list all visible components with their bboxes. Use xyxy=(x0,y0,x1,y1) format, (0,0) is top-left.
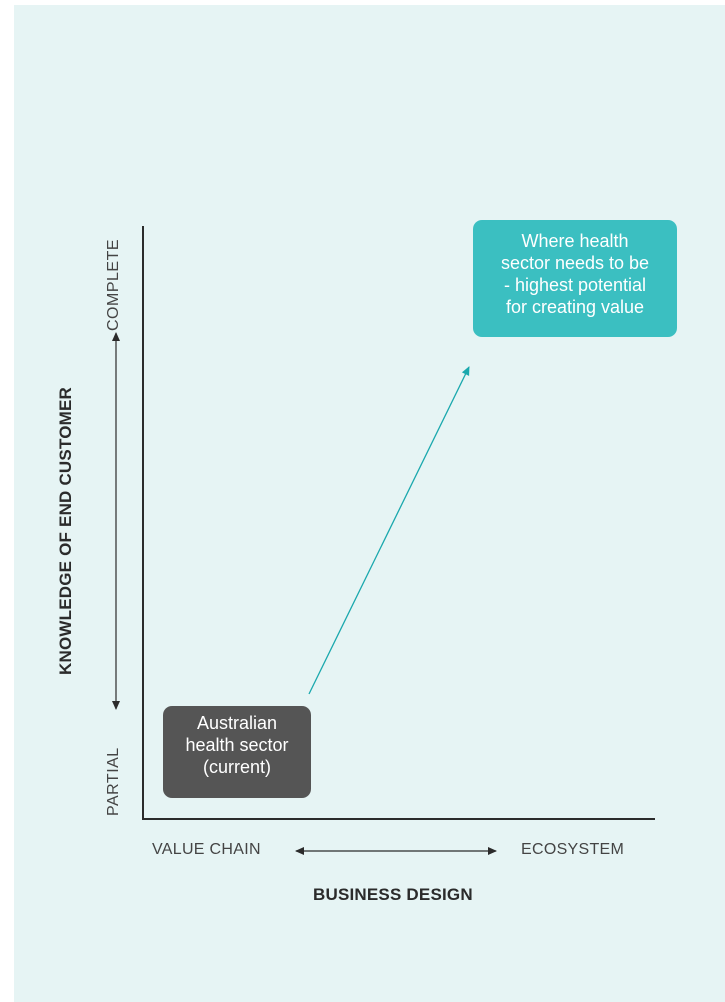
x-axis-low-label: VALUE CHAIN xyxy=(152,841,261,858)
current-box-line: health sector xyxy=(185,735,289,755)
current-box-line: Australian xyxy=(196,713,278,733)
target-box-line: - highest potential xyxy=(503,275,647,295)
y-axis-title: KNOWLEDGE OF END CUSTOMER xyxy=(56,386,75,675)
target-box-line: for creating value xyxy=(505,297,645,317)
current-box-line: (current) xyxy=(202,757,271,777)
x-axis-title: BUSINESS DESIGN xyxy=(313,885,473,904)
target-box-line: sector needs to be xyxy=(500,253,650,273)
x-axis-high-label: ECOSYSTEM xyxy=(521,841,625,858)
progression-arrow xyxy=(308,366,470,695)
y-axis-low-label: PARTIAL xyxy=(105,747,122,816)
y-axis-high-label: COMPLETE xyxy=(105,238,122,331)
diagram-panel xyxy=(14,5,725,1002)
current-position-box: Australian health sector (current) xyxy=(163,706,311,798)
target-position-box: Where health sector needs to be - highes… xyxy=(473,220,677,337)
target-box-line: Where health xyxy=(521,231,629,251)
